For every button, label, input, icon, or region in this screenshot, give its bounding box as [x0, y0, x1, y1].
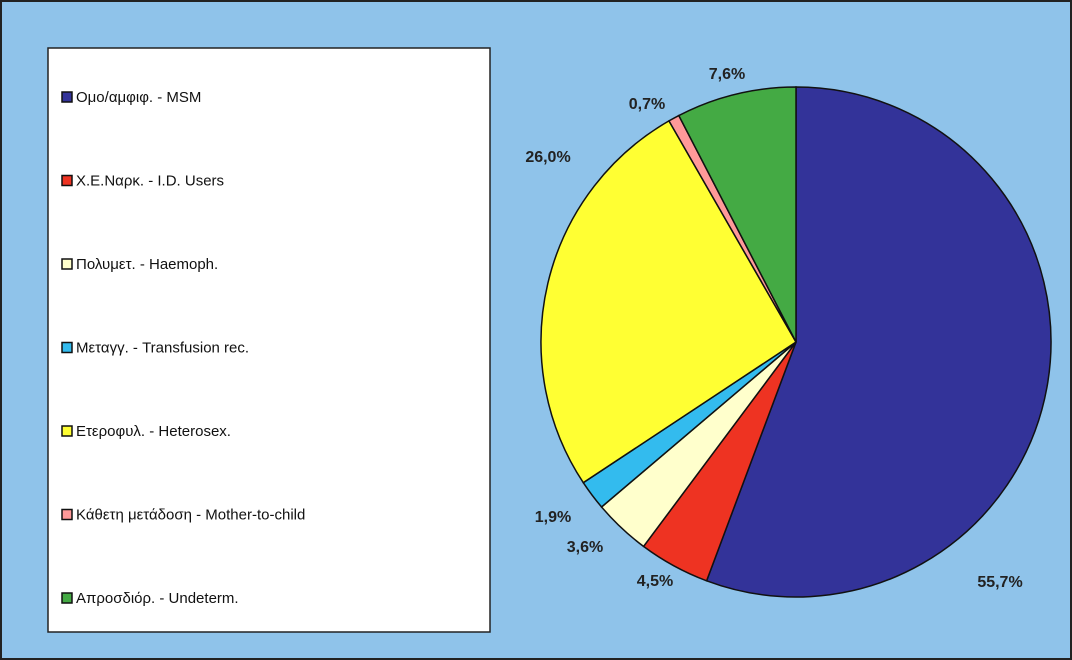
legend-label: Ετεροφυλ. - Heterosex.: [76, 423, 231, 440]
value-label: 4,5%: [637, 573, 673, 590]
pie-slice: [705, 86, 1052, 598]
legend-label: Ομο/αμφιφ. - MSM: [76, 89, 201, 106]
legend-label: Χ.Ε.Ναρκ. - I.D. Users: [76, 172, 224, 189]
legend-box: [47, 47, 491, 633]
value-label: 7,6%: [709, 66, 745, 83]
value-label: 0,7%: [629, 96, 665, 113]
legend-swatch: [61, 508, 73, 521]
pie-slice: [677, 86, 797, 343]
legend-swatch: [61, 258, 73, 270]
value-label: 26,0%: [525, 149, 570, 166]
value-label: 1,9%: [535, 509, 571, 526]
pie-slice: [540, 119, 798, 484]
legend-label: Απροσδιόρ. - Undeterm.: [76, 590, 239, 607]
legend-label: Πολυμετ. - Haemoph.: [76, 256, 218, 273]
legend-label: Κάθετη μετάδοση - Mother-to-child: [76, 506, 305, 523]
legend-swatch: [61, 91, 73, 103]
legend-label: Μεταγγ. - Transfusion rec.: [76, 339, 249, 356]
legend-swatch: [61, 174, 73, 187]
legend-swatch: [61, 592, 73, 604]
legend-swatch: [61, 425, 73, 437]
value-label: 3,6%: [567, 539, 603, 556]
value-label: 55,7%: [977, 574, 1022, 591]
legend-swatch: [61, 341, 73, 354]
